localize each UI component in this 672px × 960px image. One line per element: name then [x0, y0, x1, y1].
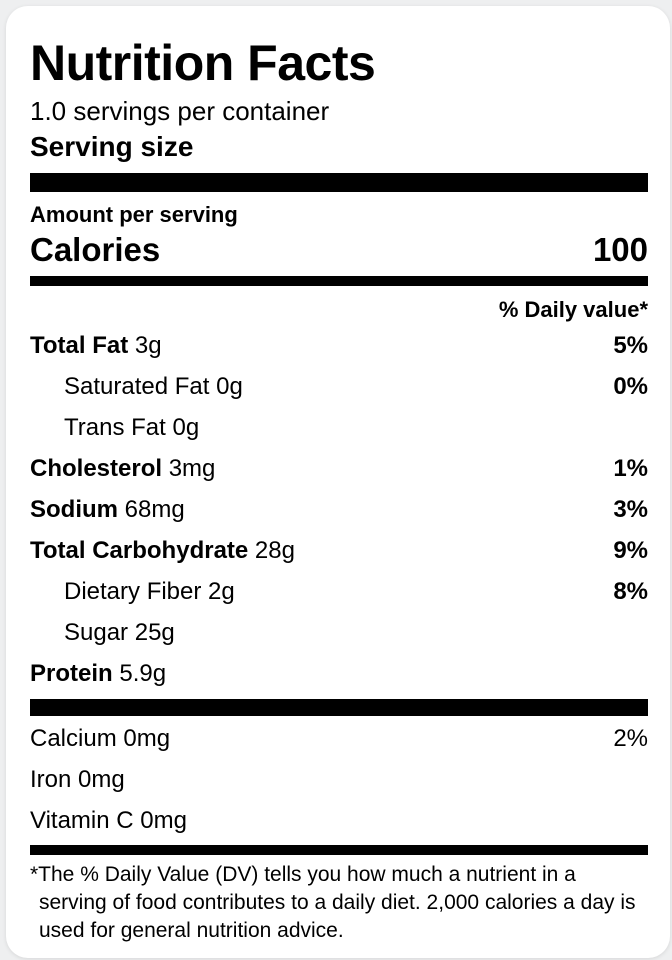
- calories-value: 100: [592, 230, 648, 268]
- divider-bar-under-protein: [30, 699, 648, 717]
- nutrient-row-dietary-fiber: Dietary Fiber 2g 8%: [30, 571, 648, 612]
- nutrient-label: Sodium 68mg: [30, 496, 185, 524]
- nutrient-row-vitamin-c: Vitamin C 0mg: [30, 800, 648, 841]
- nutrient-label: Protein 5.9g: [30, 660, 167, 688]
- divider-bar-under-calories: [30, 275, 648, 286]
- nutrient-row-sodium: Sodium 68mg 3%: [30, 489, 648, 530]
- calories-label: Calories: [30, 230, 161, 268]
- nutrient-percent: 8%: [613, 578, 648, 606]
- nutrient-label: Dietary Fiber 2g: [64, 578, 235, 606]
- nutrient-label: Total Carbohydrate 28g: [30, 537, 295, 565]
- nutrient-label: Trans Fat 0g: [64, 414, 200, 442]
- daily-value-header: % Daily value*: [498, 296, 648, 322]
- nutrient-row-cholesterol: Cholesterol 3mg 1%: [30, 448, 648, 489]
- nutrient-row-total-carbohydrate: Total Carbohydrate 28g 9%: [30, 530, 648, 571]
- daily-value-footnote: *The % Daily Value (DV) tells you how mu…: [30, 863, 636, 943]
- nutrient-label: Cholesterol 3mg: [30, 455, 216, 483]
- nutrient-row-calcium: Calcium 0mg 2%: [30, 718, 648, 759]
- divider-bar-thick-top: [30, 173, 648, 193]
- nutrient-percent: 1%: [613, 455, 648, 483]
- serving-size-label: Serving size: [30, 130, 194, 162]
- nutrient-label: Vitamin C 0mg: [30, 807, 187, 835]
- nutrient-rows: Total Fat 3g 5% Saturated Fat 0g 0% Tran…: [30, 325, 648, 694]
- nutrient-percent: 5%: [613, 332, 648, 360]
- nutrient-label: Calcium 0mg: [30, 725, 171, 753]
- nutrient-row-saturated-fat: Saturated Fat 0g 0%: [30, 366, 648, 407]
- nutrient-label: Iron 0mg: [30, 766, 125, 794]
- page-title: Nutrition Facts: [30, 35, 376, 91]
- nutrient-row-protein: Protein 5.9g: [30, 653, 648, 694]
- nutrient-row-sugar: Sugar 25g: [30, 612, 648, 653]
- divider-bar-bottom: [30, 845, 648, 856]
- nutrition-facts-card: Nutrition Facts 1.0 servings per contain…: [6, 6, 670, 958]
- nutrient-percent: 9%: [613, 537, 648, 565]
- calories-row: Calories 100: [30, 231, 648, 269]
- servings-per-container: 1.0 servings per container: [30, 96, 330, 126]
- amount-per-serving-label: Amount per serving: [30, 202, 238, 228]
- nutrient-label: Saturated Fat 0g: [64, 373, 243, 401]
- nutrient-label: Total Fat 3g: [30, 332, 162, 360]
- nutrient-percent: 3%: [613, 496, 648, 524]
- micronutrient-rows: Calcium 0mg 2% Iron 0mg Vitamin C 0mg: [30, 718, 648, 841]
- nutrient-percent: 2%: [613, 725, 648, 753]
- nutrient-label: Sugar 25g: [64, 619, 175, 647]
- nutrient-row-iron: Iron 0mg: [30, 759, 648, 800]
- nutrient-row-trans-fat: Trans Fat 0g: [30, 407, 648, 448]
- nutrient-row-total-fat: Total Fat 3g 5%: [30, 325, 648, 366]
- nutrient-percent: 0%: [613, 373, 648, 401]
